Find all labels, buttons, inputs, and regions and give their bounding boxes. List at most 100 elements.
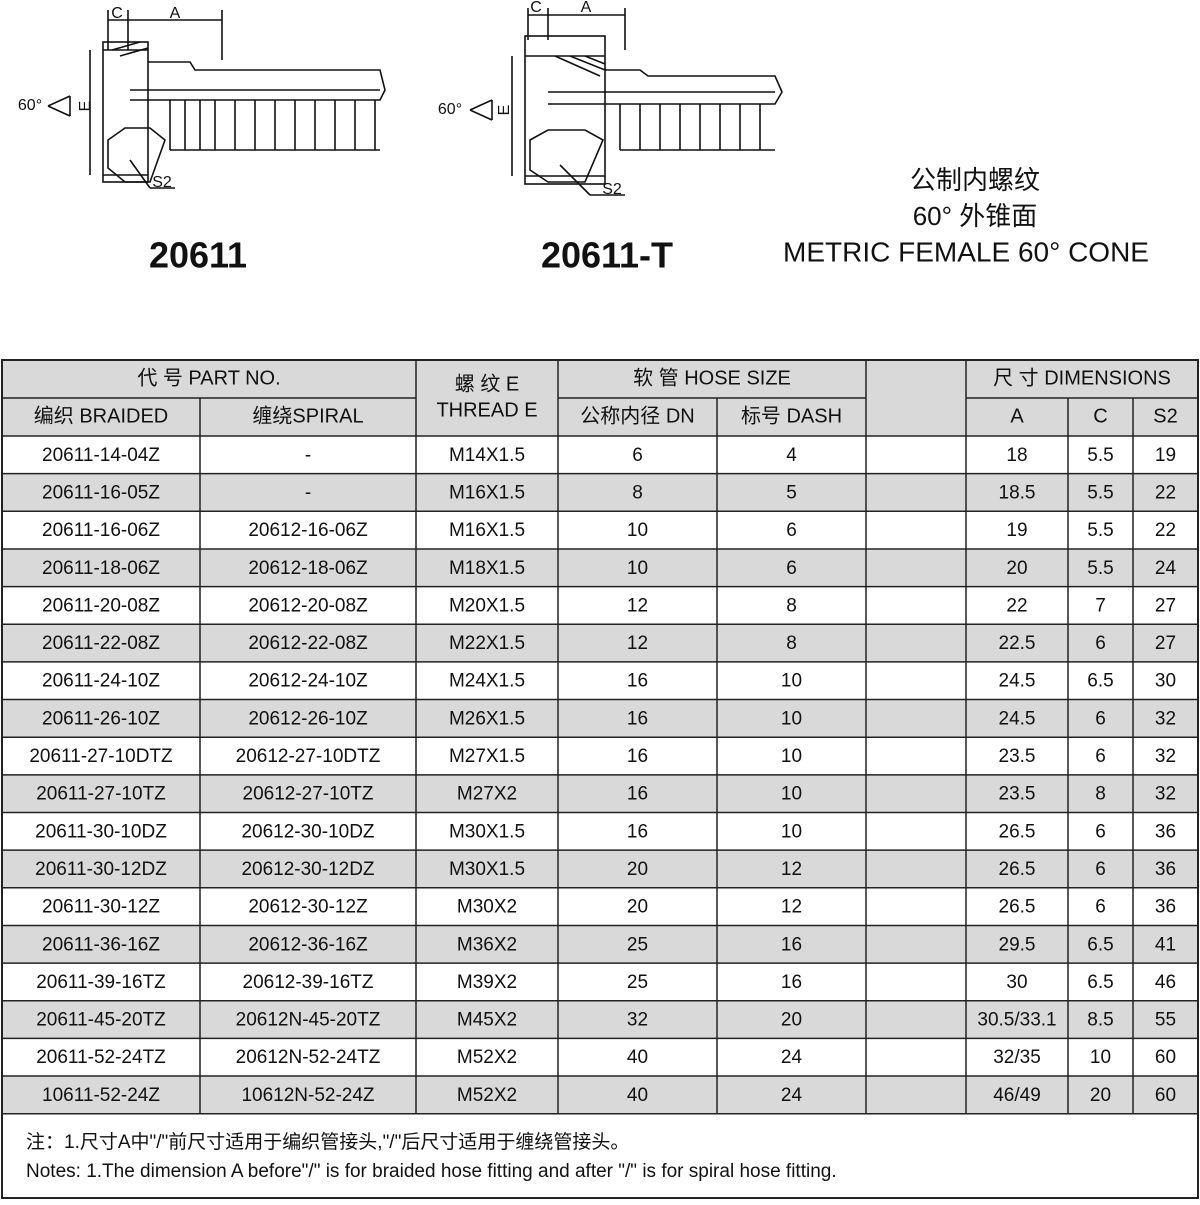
cell: M27X2	[457, 784, 517, 805]
cell: 36	[1155, 821, 1176, 842]
cell: 20612-27-10TZ	[243, 784, 374, 805]
cell: 6	[1095, 708, 1106, 729]
model-number: 20611	[149, 235, 247, 276]
cell: 20611-27-10TZ	[36, 784, 166, 805]
cell: 6	[786, 520, 797, 541]
cell: 30.5/33.1	[977, 1010, 1056, 1031]
cell: 20611-14-04Z	[42, 445, 160, 466]
row-shade	[2, 473, 1198, 512]
cell: 55	[1155, 1010, 1176, 1031]
row-shade	[2, 850, 1198, 888]
cell: 22	[1155, 520, 1176, 541]
row-shade	[2, 1076, 1198, 1114]
cell: 20612-36-16Z	[248, 934, 368, 955]
dim-label: E	[496, 105, 513, 116]
cell: 30	[1006, 972, 1027, 993]
cell: 16	[627, 708, 648, 729]
cell: 20611-36-16Z	[42, 934, 160, 955]
header: 代 号 PART NO.	[137, 366, 280, 389]
row-shade	[2, 624, 1198, 662]
note: Notes: 1.The dimension A before"/" is fo…	[26, 1161, 837, 1182]
cell: 20612-18-06Z	[248, 558, 368, 579]
cell: M30X1.5	[449, 859, 525, 880]
cell: 10	[1090, 1047, 1111, 1068]
cell: 32	[1155, 708, 1176, 729]
cell: 20611-39-16TZ	[36, 972, 166, 993]
cell: M27X1.5	[449, 746, 525, 767]
cell: 16	[627, 821, 648, 842]
drawing-20611	[47, 10, 386, 189]
cell: 23.5	[999, 784, 1036, 805]
cell: 6	[1095, 633, 1106, 654]
cell: 20611-16-05Z	[42, 482, 160, 503]
dim-label: 60°	[18, 97, 42, 114]
dim-label: C	[111, 5, 123, 22]
cell: 24	[1155, 558, 1177, 579]
dim-label: S2	[152, 174, 172, 191]
cell: M20X1.5	[449, 595, 525, 616]
cell: 25	[627, 972, 648, 993]
cell: 7	[1095, 595, 1106, 616]
cell: 20612-24-10Z	[248, 671, 368, 692]
cell: 6	[1095, 897, 1106, 918]
cell: M16X1.5	[449, 520, 525, 541]
cell: 6.5	[1087, 671, 1113, 692]
cell: 20612-22-08Z	[248, 633, 368, 654]
cell: 26.5	[999, 897, 1036, 918]
cell: 5.5	[1087, 482, 1113, 503]
cell: 20611-45-20TZ	[36, 1010, 166, 1031]
dim-label: 60°	[438, 101, 462, 118]
title-zh: 60° 外锥面	[913, 201, 1038, 231]
cell: 24	[781, 1047, 803, 1068]
cell: 20	[627, 859, 648, 880]
cell: M14X1.5	[449, 445, 525, 466]
dim-label: C	[530, 0, 542, 16]
cell: 41	[1155, 934, 1176, 955]
cell: 6	[1095, 746, 1106, 767]
cell: M22X1.5	[449, 633, 525, 654]
cell: 10	[781, 746, 802, 767]
cell: M30X2	[457, 897, 517, 918]
cell: 46	[1155, 972, 1176, 993]
header: 编织 BRAIDED	[34, 404, 168, 427]
cell: 20611-52-24TZ	[36, 1047, 166, 1068]
cell: 12	[627, 595, 648, 616]
cell: 6.5	[1087, 972, 1113, 993]
cell: 18	[1006, 445, 1027, 466]
cell: 12	[627, 633, 648, 654]
cell: 60	[1155, 1047, 1176, 1068]
cell: 10	[627, 558, 648, 579]
dim-label: A	[170, 5, 181, 22]
cell: 20611-30-12DZ	[35, 859, 167, 880]
cell: 16	[781, 972, 802, 993]
cell: 24	[781, 1085, 803, 1106]
cell: 12	[781, 897, 802, 918]
cell: M26X1.5	[449, 708, 525, 729]
cell: 36	[1155, 897, 1176, 918]
cell: M39X2	[457, 972, 517, 993]
cell: 5.5	[1087, 558, 1113, 579]
cell: 20612-27-10DTZ	[236, 746, 381, 767]
cell: 20612-26-10Z	[248, 708, 368, 729]
cell: 8	[786, 633, 797, 654]
cell: 8	[1095, 784, 1106, 805]
cell: 46/49	[993, 1085, 1041, 1106]
cell: 20611-30-12Z	[42, 897, 160, 918]
cell: 10	[627, 520, 648, 541]
row-shade	[2, 548, 1198, 587]
cell: 20611-22-08Z	[42, 633, 160, 654]
cell: 10612N-52-24Z	[241, 1085, 374, 1106]
cell: 6	[632, 445, 643, 466]
cell: 30	[1155, 671, 1176, 692]
cell: 20611-27-10DTZ	[29, 746, 173, 767]
title-zh: 公制内螺纹	[910, 165, 1040, 195]
cell: -	[305, 482, 311, 503]
cell: 20	[1090, 1085, 1111, 1106]
cell: 10	[781, 784, 802, 805]
cell: 22.5	[999, 633, 1036, 654]
header: A	[1010, 405, 1024, 427]
cell: 8	[632, 482, 643, 503]
header: 软 管 HOSE SIZE	[633, 366, 791, 389]
drawing-20611-t	[469, 8, 783, 196]
note: 注：1.尺寸A中"/"前尺寸适用于编织管接头,"/"后尺寸适用于缠绕管接头。	[26, 1131, 629, 1153]
